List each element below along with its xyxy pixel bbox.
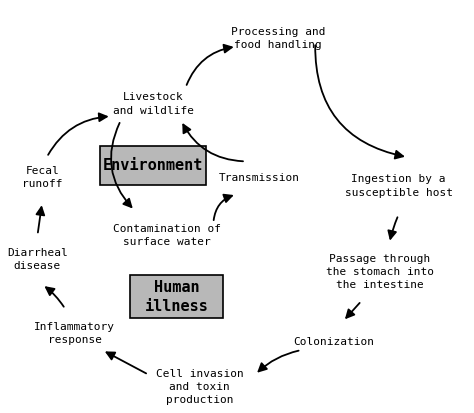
Text: Contamination of
surface water: Contamination of surface water [113, 223, 221, 247]
Text: Processing and
food handling: Processing and food handling [231, 27, 326, 50]
Text: Diarrheal
disease: Diarrheal disease [7, 248, 68, 271]
Text: Ingestion by a
susceptible host: Ingestion by a susceptible host [345, 174, 453, 197]
FancyBboxPatch shape [100, 146, 207, 185]
Text: Colonization: Colonization [293, 337, 374, 347]
Text: Cell invasion
and toxin
production: Cell invasion and toxin production [155, 369, 243, 405]
Text: Human
illness: Human illness [145, 280, 208, 313]
Text: Livestock
and wildlife: Livestock and wildlife [113, 93, 194, 116]
Text: Inflammatory
response: Inflammatory response [34, 322, 115, 345]
Text: Passage through
the stomach into
the intestine: Passage through the stomach into the int… [326, 254, 434, 290]
Text: Fecal
runoff: Fecal runoff [22, 166, 63, 190]
FancyBboxPatch shape [130, 275, 223, 318]
Text: Environment: Environment [103, 158, 203, 173]
Text: Transmission: Transmission [219, 173, 300, 183]
